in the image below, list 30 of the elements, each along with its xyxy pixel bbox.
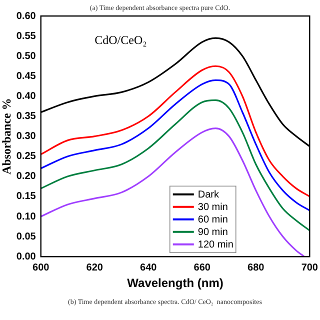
y-tick-label: 0.10 — [16, 211, 36, 222]
annotation: CdO/CeO₂ — [94, 33, 147, 48]
y-tick-label: 0.35 — [16, 111, 36, 122]
y-tick-label: 0.50 — [16, 50, 36, 62]
legend-label: 90 min — [198, 227, 228, 238]
line-series — [40, 79, 310, 212]
y-tick-label: 0.40 — [16, 90, 36, 102]
x-axis-title: Wavelength (nm) — [127, 276, 224, 290]
x-tick-label: 680 — [248, 262, 265, 274]
y-tick-label: 0.30 — [16, 131, 36, 142]
y-tick-label: 0.25 — [16, 151, 36, 162]
line-series — [40, 65, 310, 198]
y-tick-label: 0.45 — [16, 70, 36, 82]
y-tick-label: 0.60 — [16, 10, 36, 22]
legend-label: 30 min — [198, 202, 228, 214]
y-tick-label: 0.55 — [16, 30, 36, 42]
x-tick-label: 700 — [301, 262, 318, 274]
y-axis-title: Absorbance % — [0, 98, 14, 174]
x-tick-label: 660 — [194, 262, 211, 274]
y-tick-label: 0.15 — [16, 191, 36, 202]
line-series — [40, 127, 306, 257]
x-tick-label: 640 — [140, 262, 158, 274]
x-tick-label: 600 — [32, 262, 50, 274]
legend-label: 60 min — [198, 214, 228, 226]
legend-label: 120 min — [198, 240, 234, 251]
y-tick-label: 0.00 — [16, 251, 36, 262]
y-tick-label: 0.20 — [16, 171, 36, 182]
y-tick-label: 0.05 — [16, 231, 36, 242]
legend-label: Dark — [198, 190, 220, 201]
x-tick-label: 620 — [86, 262, 104, 274]
